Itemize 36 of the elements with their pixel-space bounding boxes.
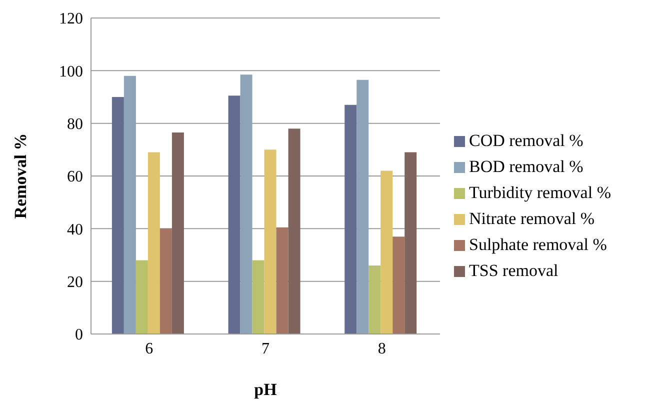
bar [404,152,417,334]
x-tick-label: 8 [378,340,386,358]
x-tick-label: 6 [145,340,154,358]
bar [160,228,172,334]
x-axis-title: pH [254,380,277,399]
y-tick-label: 100 [59,63,83,80]
bar [124,76,136,334]
legend-label: Turbidity removal % [469,182,611,202]
y-axis-title: Removal % [11,133,30,219]
bar [136,260,148,334]
y-tick-label: 20 [67,274,83,292]
bar [344,104,357,334]
legend-label: COD removal % [469,130,584,150]
y-tick-label: 80 [67,116,83,134]
bar [112,97,124,334]
bar [276,227,288,334]
x-tick-label: 7 [262,340,270,358]
bar [392,236,405,334]
legend-label: TSS removal [469,260,558,280]
legend-label: Nitrate removal % [469,208,595,228]
y-tick-label: 120 [59,10,83,28]
bar [148,152,160,334]
bar [240,74,252,334]
bar [172,132,184,334]
legend-label: Sulphate removal % [469,234,607,254]
bar [368,266,381,334]
bar [264,150,276,334]
bar [252,260,264,334]
y-tick-label: 40 [67,221,83,238]
y-tick-label: 0 [75,326,83,344]
y-tick-label: 60 [67,168,83,186]
bar [356,80,369,334]
legend-label: BOD removal % [469,156,584,176]
bar [228,96,240,334]
bar [288,128,300,334]
bar [380,170,393,334]
